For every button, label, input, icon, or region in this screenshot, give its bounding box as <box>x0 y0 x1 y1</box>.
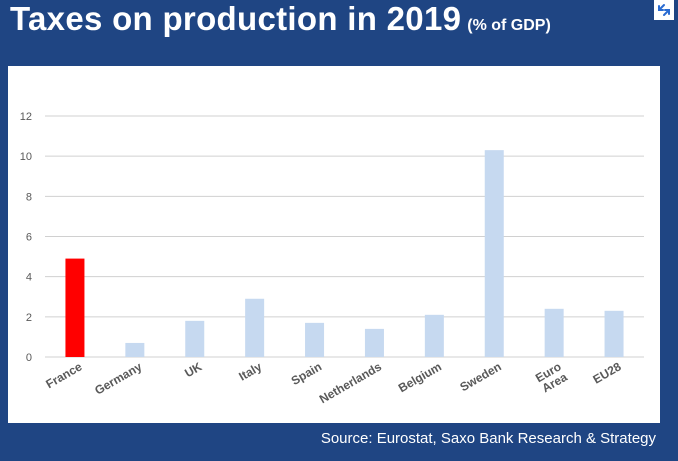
x-tick-label: EuroArea <box>533 359 570 395</box>
bar <box>125 342 145 357</box>
x-tick-label: Sweden <box>457 359 503 394</box>
bar <box>484 150 504 357</box>
y-tick-label: 6 <box>26 232 32 244</box>
x-tick-label: Italy <box>236 359 264 383</box>
expand-arrows-icon[interactable] <box>654 0 674 20</box>
x-tick-label: Germany <box>92 359 144 397</box>
y-tick-label: 0 <box>26 352 32 364</box>
bar <box>245 298 265 357</box>
bar <box>185 320 205 357</box>
chart-title: Taxes on production in 2019 (% of GDP) <box>10 0 551 38</box>
bar <box>65 258 85 357</box>
x-tick-label: Netherlands <box>317 359 384 406</box>
bar-chart: 0 2 4 6 8 10 12 France Germany UK Italy SpainNether… <box>20 111 644 406</box>
x-tick-label: Spain <box>289 359 324 387</box>
x-tick-label: France <box>43 359 84 391</box>
source-note: Source: Eurostat, Saxo Bank Research & S… <box>320 430 656 447</box>
bar <box>305 322 325 357</box>
x-tick-label: EU28 <box>591 359 624 386</box>
x-tick-label: UK <box>182 359 204 380</box>
y-tick-label: 8 <box>26 191 32 203</box>
chart-panel: 0 2 4 6 8 10 12 France Germany UK Italy Spain Nether… <box>8 66 660 423</box>
bar <box>424 314 444 357</box>
x-tick-label: Belgium <box>396 359 444 395</box>
title-unit: (% of GDP) <box>467 17 551 34</box>
y-tick-label: 4 <box>26 272 32 284</box>
bar <box>604 310 624 357</box>
bar <box>544 308 564 357</box>
bar <box>364 328 384 357</box>
y-tick-label: 12 <box>20 111 32 123</box>
y-tick-label: 10 <box>20 151 32 163</box>
y-tick-label: 2 <box>26 312 32 324</box>
title-main: Taxes on production in 2019 <box>10 0 462 37</box>
